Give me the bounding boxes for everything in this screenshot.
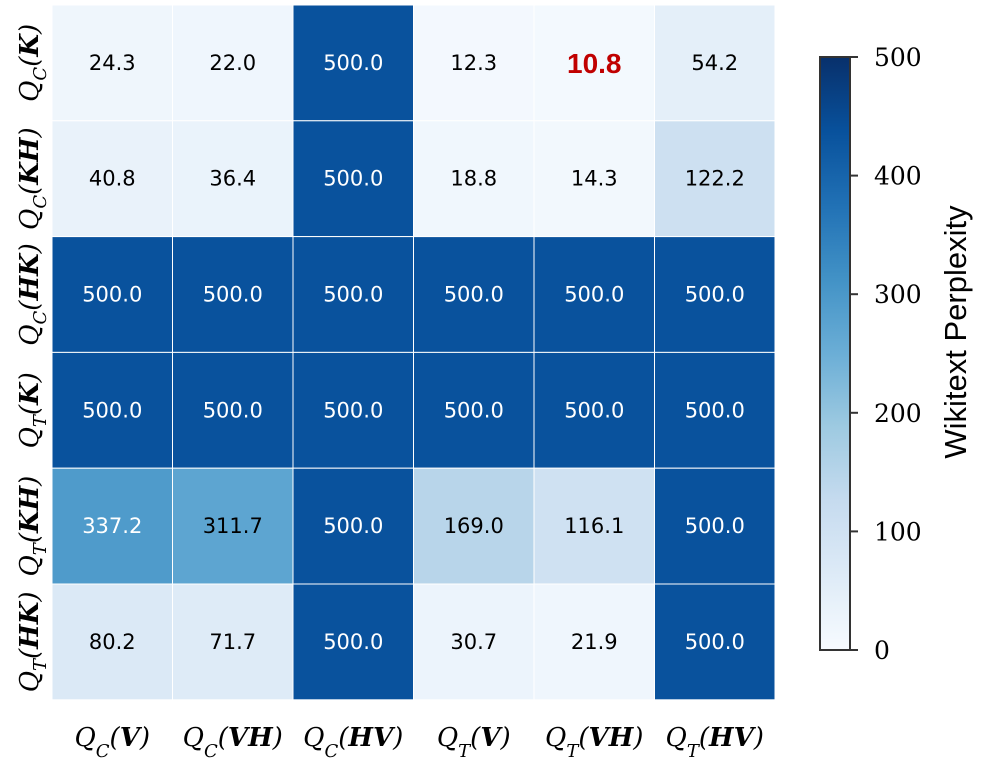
- cell-value-label: 22.0: [209, 51, 256, 75]
- cell-value-label: 500.0: [323, 630, 383, 654]
- column-label: QT(HV): [666, 723, 764, 762]
- heatmap-cell: [292, 4, 414, 122]
- cell-value-label: 500.0: [444, 398, 504, 422]
- cell-value-label: 311.7: [203, 514, 263, 538]
- row-label: QC(HK): [15, 243, 51, 346]
- cell-value-label: 80.2: [89, 630, 136, 654]
- cell-value-label: 500.0: [82, 283, 142, 307]
- cell-value-label: 500.0: [564, 398, 624, 422]
- cell-value-label: 71.7: [209, 630, 256, 654]
- heatmap-cell: [413, 4, 535, 122]
- heatmap-cell: [172, 236, 294, 353]
- heatmap-cell: [654, 4, 776, 122]
- column-label: QC(V): [74, 723, 150, 762]
- cell-value-label: 21.9: [571, 630, 618, 654]
- column-label: QT(V): [437, 723, 511, 762]
- heatmap-cell: [413, 351, 535, 469]
- cell-value-label: 500.0: [685, 398, 745, 422]
- column-label: QC(VH): [183, 723, 283, 762]
- cell-value-label: 500.0: [323, 398, 383, 422]
- heatmap-cell: [533, 236, 655, 353]
- cell-value-label: 14.3: [571, 167, 618, 191]
- heatmap-cell: [654, 120, 776, 238]
- cell-value-label: 500.0: [685, 630, 745, 654]
- heatmap-cell: [51, 236, 173, 353]
- heatmap-cell: [172, 4, 294, 122]
- colorbar-tick-label: 300: [874, 280, 922, 309]
- heatmap-cell: [533, 4, 655, 122]
- row-label: QT(KH): [15, 476, 51, 577]
- row-label: QT(HK): [15, 591, 51, 692]
- heatmap-cell: [654, 351, 776, 469]
- cell-value-label: 40.8: [89, 167, 136, 191]
- row-label: QC(K): [15, 24, 51, 102]
- heatmap-cell: [292, 467, 414, 585]
- cell-value-label: 500.0: [444, 283, 504, 307]
- cell-value-label: 116.1: [564, 514, 624, 538]
- cell-value-label: 500.0: [203, 398, 263, 422]
- column-label: QT(VH): [545, 723, 643, 762]
- column-label: QC(HV): [303, 723, 403, 762]
- colorbar-tick-label: 500: [874, 43, 922, 72]
- cell-value-label: 500.0: [323, 283, 383, 307]
- cell-value-label: 337.2: [82, 514, 142, 538]
- row-label: QT(K): [15, 372, 51, 448]
- heatmap-cell: [51, 4, 173, 122]
- heatmap-cell: [654, 467, 776, 585]
- cell-value-label: 500.0: [685, 514, 745, 538]
- heatmap-cell: [172, 120, 294, 238]
- cell-value-label: 36.4: [209, 167, 256, 191]
- colorbar-gradient: [819, 56, 851, 651]
- cell-value-label: 18.8: [450, 167, 497, 191]
- cell-value-label: 169.0: [444, 514, 504, 538]
- cell-value-label: 10.8: [567, 48, 622, 79]
- heatmap-cell: [413, 583, 535, 701]
- colorbar-tick-label: 0: [874, 636, 890, 665]
- colorbar-label: Wikitext Perplexity: [938, 205, 973, 459]
- heatmap-cell: [533, 583, 655, 701]
- column-labels: QC(V) QC(VH) QC(HV) QT(V) QT(VH) QT(HV): [74, 723, 764, 762]
- cell-value-label: 500.0: [323, 514, 383, 538]
- heatmap-cells: 24.3 22.0 500.0 12.3 10.8 54.2 40.8 36.4 500.0 18…: [51, 4, 776, 701]
- heatmap-cell: [51, 583, 173, 701]
- cell-value-label: 500.0: [323, 167, 383, 191]
- colorbar-ticks: 0 100 200 300 400 500: [850, 43, 922, 665]
- heatmap-cell: [292, 351, 414, 469]
- heatmap-cell: [413, 236, 535, 353]
- row-label: QC(KH): [15, 127, 51, 230]
- cell-value-label: 30.7: [450, 630, 497, 654]
- colorbar: 0 100 200 300 400 500 Wikitext Perplexity: [819, 43, 973, 665]
- heatmap-cell: [533, 351, 655, 469]
- cell-value-label: 500.0: [323, 51, 383, 75]
- cell-value-label: 500.0: [685, 283, 745, 307]
- heatmap-cell: [413, 467, 535, 585]
- cell-value-label: 54.2: [691, 51, 738, 75]
- heatmap-cell: [413, 120, 535, 238]
- colorbar-tick-label: 400: [874, 162, 922, 191]
- cell-value-label: 500.0: [82, 398, 142, 422]
- heatmap-cell: [172, 351, 294, 469]
- colorbar-tick-label: 100: [874, 517, 922, 546]
- cell-value-label: 12.3: [450, 51, 497, 75]
- cell-value-label: 500.0: [203, 283, 263, 307]
- row-labels: QC(K) QC(KH) QC(HK) QT(K) QT(KH) QT(HK): [15, 24, 51, 692]
- cell-value-label: 24.3: [89, 51, 136, 75]
- cell-value-label: 500.0: [564, 283, 624, 307]
- colorbar-tick-label: 200: [874, 399, 922, 428]
- heatmap-cell: [533, 467, 655, 585]
- heatmap-cell: [654, 236, 776, 353]
- heatmap-cell: [51, 467, 173, 585]
- heatmap-cell: [292, 236, 414, 353]
- cell-value-label: 122.2: [685, 167, 745, 191]
- heatmap-cell: [654, 583, 776, 701]
- heatmap-cell: [51, 351, 173, 469]
